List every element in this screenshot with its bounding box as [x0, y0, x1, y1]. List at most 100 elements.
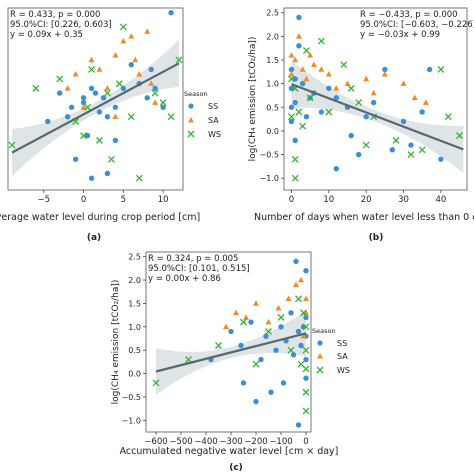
ytick-label-c-5: 1.5 [128, 299, 141, 308]
point-a-ws-11 [119, 23, 127, 31]
point-b-ss-2 [288, 104, 295, 110]
point-c-ws-1 [185, 356, 192, 363]
point-c-sa-11 [300, 332, 307, 339]
point-b-ss-3 [288, 118, 295, 125]
trend-line-a [11, 62, 180, 154]
point-b-ws-9 [325, 108, 333, 116]
point-a-sa-6 [112, 52, 119, 58]
point-b-ss-24 [408, 142, 414, 148]
xtick-label-a-0: −5 [38, 195, 51, 205]
xtick-label-a-3: 10 [158, 195, 169, 205]
point-a-sa-14 [112, 113, 119, 120]
point-b-ss-22 [389, 147, 396, 153]
point-a-ss-2 [64, 114, 71, 120]
point-c-ws-7 [287, 346, 295, 354]
xtick-label-c-0: −600 [144, 437, 167, 447]
point-b-ss-21 [382, 66, 388, 73]
point-b-sa-15 [400, 80, 407, 86]
point-b-ss-8 [296, 43, 302, 49]
point-a-ss-21 [168, 10, 174, 16]
point-c-ws-8 [295, 295, 302, 303]
point-b-ws-10 [340, 61, 348, 69]
xtick-label-c-3: −300 [219, 437, 242, 447]
panel-label-a: (a) [87, 233, 101, 243]
point-b-ss-25 [419, 109, 425, 115]
point-a-ss-17 [144, 95, 150, 101]
point-c-ws-10 [302, 323, 310, 331]
point-c-ws-15 [297, 360, 305, 368]
point-b-sa-16 [411, 94, 418, 101]
point-c-ss-3 [248, 319, 254, 325]
xticks-a: −5 0 5 10 [38, 190, 169, 205]
point-b-sa-8 [318, 66, 325, 72]
panel-a: −5 0 5 10 R = 0.433, p = 0.000 95.0%CI: [0.… [0, 7, 200, 243]
xtick-label-c-5: −100 [269, 437, 292, 447]
point-c-ws-5 [265, 328, 272, 335]
legend-c-ss: SS [317, 339, 347, 348]
point-a-ws-10 [115, 80, 123, 88]
xtick-label-b-1: 10 [323, 195, 334, 205]
point-b-sa-1 [288, 70, 295, 77]
plot-area-a [7, 7, 184, 191]
point-a-ws-6 [88, 65, 95, 73]
point-b-sa-14 [381, 70, 388, 77]
point-a-ss-22 [72, 156, 79, 162]
xtick-label-c-1: −500 [169, 437, 192, 447]
point-c-ss-22 [253, 398, 259, 405]
xtick-label-b-2: 20 [361, 195, 372, 205]
ytick-label-b-1: −0.5 [260, 151, 279, 160]
point-a-ss-14 [120, 85, 127, 92]
point-b-ss-14 [326, 85, 332, 92]
yticks-b: −1.0 −0.5 0.0 0.5 1.0 1.5 2.0 2.5 [260, 9, 284, 183]
point-c-ss-23 [295, 422, 302, 428]
panel-c: −600 −500 −400 −300 −200 −100 0 −1.0 −0.5 0.0 0.5… [111, 251, 338, 473]
point-a-ws-15 [159, 99, 167, 107]
point-c-sa-5 [275, 304, 282, 311]
ytick-label-c-6: 2.0 [128, 276, 141, 285]
point-a-ss-20 [160, 104, 166, 110]
point-a-sa-7 [120, 37, 127, 44]
point-b-ss-27 [438, 156, 444, 162]
point-a-sa-1 [72, 70, 79, 77]
point-b-ss-1 [288, 85, 295, 92]
point-b-sa-17 [422, 99, 429, 105]
point-b-ss-19 [363, 114, 369, 120]
point-a-ws-4 [80, 132, 88, 140]
point-a-sa-11 [144, 28, 151, 34]
point-a-ws-9 [107, 155, 115, 163]
ytick-label-b-4: 1.0 [266, 80, 279, 89]
point-b-ss-0 [288, 66, 295, 73]
xtick-label-b-4: 40 [435, 195, 446, 205]
point-c-ss-19 [303, 375, 309, 381]
point-a-sa-10 [136, 70, 143, 77]
point-c-ss-24 [303, 268, 309, 274]
point-b-ws-8 [317, 37, 325, 45]
ytick-label-b-0: −1.0 [260, 174, 279, 183]
point-a-sa-2 [80, 104, 87, 110]
ytick-label-b-5: 1.5 [266, 56, 279, 65]
point-a-ss-8 [92, 90, 99, 96]
point-b-ws-11 [347, 84, 355, 92]
point-b-ws-17 [418, 146, 426, 154]
point-c-sa-7 [293, 281, 299, 288]
point-c-ws-3 [240, 318, 247, 326]
point-c-ss-20 [303, 356, 309, 363]
point-c-ws-4 [252, 360, 260, 368]
point-b-sa-12 [363, 75, 370, 82]
point-a-sa-3 [88, 56, 95, 63]
point-b-ss-23 [400, 118, 407, 125]
point-b-ss-9 [299, 80, 306, 87]
point-a-sa-13 [152, 99, 159, 105]
ytick-label-c-7: 2.5 [128, 253, 141, 262]
point-c-ss-21 [240, 380, 247, 386]
trend-b [291, 83, 464, 151]
point-a-ss-11 [104, 114, 111, 120]
ytick-label-b-6: 2.0 [266, 32, 279, 41]
point-c-sa-6 [285, 295, 292, 302]
xtick-label-c-2: −400 [194, 437, 217, 447]
point-a-ss-10 [100, 95, 107, 101]
trend-line-b [291, 83, 464, 151]
legend-a-ss: SS [188, 102, 218, 111]
point-b-ss-20 [370, 99, 377, 106]
